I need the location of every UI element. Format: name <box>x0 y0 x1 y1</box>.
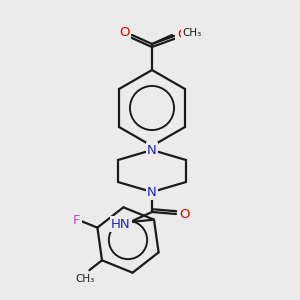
Text: F: F <box>73 214 80 227</box>
Text: O: O <box>119 26 129 40</box>
Text: CH₃: CH₃ <box>76 274 95 284</box>
Text: HN: HN <box>111 218 131 230</box>
Text: O: O <box>177 28 187 41</box>
Text: O: O <box>180 208 190 221</box>
Text: N: N <box>147 143 157 157</box>
Text: CH₃: CH₃ <box>182 28 201 38</box>
Text: N: N <box>147 185 157 199</box>
